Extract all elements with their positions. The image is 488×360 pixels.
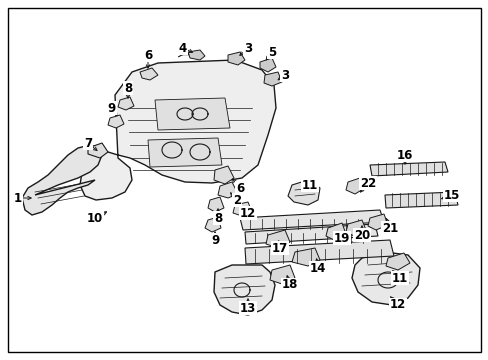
- Polygon shape: [214, 265, 274, 315]
- Polygon shape: [88, 143, 108, 158]
- Polygon shape: [214, 166, 234, 184]
- Polygon shape: [244, 240, 393, 264]
- Polygon shape: [240, 210, 383, 230]
- Text: 18: 18: [281, 279, 298, 292]
- Polygon shape: [369, 162, 447, 176]
- Text: 15: 15: [443, 189, 459, 202]
- Polygon shape: [108, 115, 124, 128]
- Text: 9: 9: [108, 102, 116, 114]
- Polygon shape: [269, 265, 294, 284]
- Text: 20: 20: [353, 229, 369, 242]
- Text: 12: 12: [240, 207, 256, 220]
- Text: 19: 19: [333, 231, 349, 244]
- Text: 13: 13: [240, 302, 256, 315]
- Polygon shape: [140, 68, 158, 80]
- Text: 3: 3: [244, 41, 251, 54]
- Polygon shape: [187, 50, 204, 60]
- Polygon shape: [148, 138, 222, 167]
- Polygon shape: [80, 60, 275, 200]
- Text: 1: 1: [14, 192, 22, 204]
- Polygon shape: [385, 253, 409, 270]
- Text: 6: 6: [235, 181, 244, 194]
- Polygon shape: [218, 182, 238, 198]
- Polygon shape: [260, 58, 275, 72]
- Text: 9: 9: [210, 234, 219, 247]
- Polygon shape: [244, 224, 377, 244]
- Text: 16: 16: [396, 149, 412, 162]
- Polygon shape: [325, 223, 346, 240]
- Text: 11: 11: [301, 179, 318, 192]
- Polygon shape: [227, 52, 244, 65]
- Text: 5: 5: [267, 45, 276, 59]
- Text: 8: 8: [123, 81, 132, 95]
- Polygon shape: [346, 220, 365, 236]
- Polygon shape: [22, 145, 102, 215]
- Polygon shape: [265, 230, 289, 248]
- Text: 22: 22: [359, 176, 375, 189]
- Polygon shape: [351, 252, 419, 305]
- Text: 21: 21: [381, 221, 397, 234]
- Polygon shape: [155, 98, 229, 130]
- Text: 8: 8: [213, 212, 222, 225]
- Text: 3: 3: [281, 68, 288, 81]
- Polygon shape: [384, 192, 457, 208]
- Text: 7: 7: [84, 136, 92, 149]
- Polygon shape: [118, 97, 134, 110]
- Polygon shape: [264, 72, 282, 86]
- Text: 17: 17: [271, 242, 287, 255]
- Polygon shape: [207, 197, 224, 212]
- Text: 6: 6: [143, 49, 152, 62]
- Text: 11: 11: [391, 271, 407, 284]
- Text: 12: 12: [389, 298, 406, 311]
- Text: 4: 4: [179, 41, 187, 54]
- Polygon shape: [204, 217, 221, 232]
- Polygon shape: [287, 180, 319, 205]
- Polygon shape: [346, 178, 364, 194]
- Text: 2: 2: [232, 194, 241, 207]
- Polygon shape: [367, 214, 387, 230]
- Polygon shape: [232, 202, 251, 216]
- Polygon shape: [291, 248, 319, 266]
- Text: 10: 10: [87, 212, 103, 225]
- Text: 14: 14: [309, 261, 325, 274]
